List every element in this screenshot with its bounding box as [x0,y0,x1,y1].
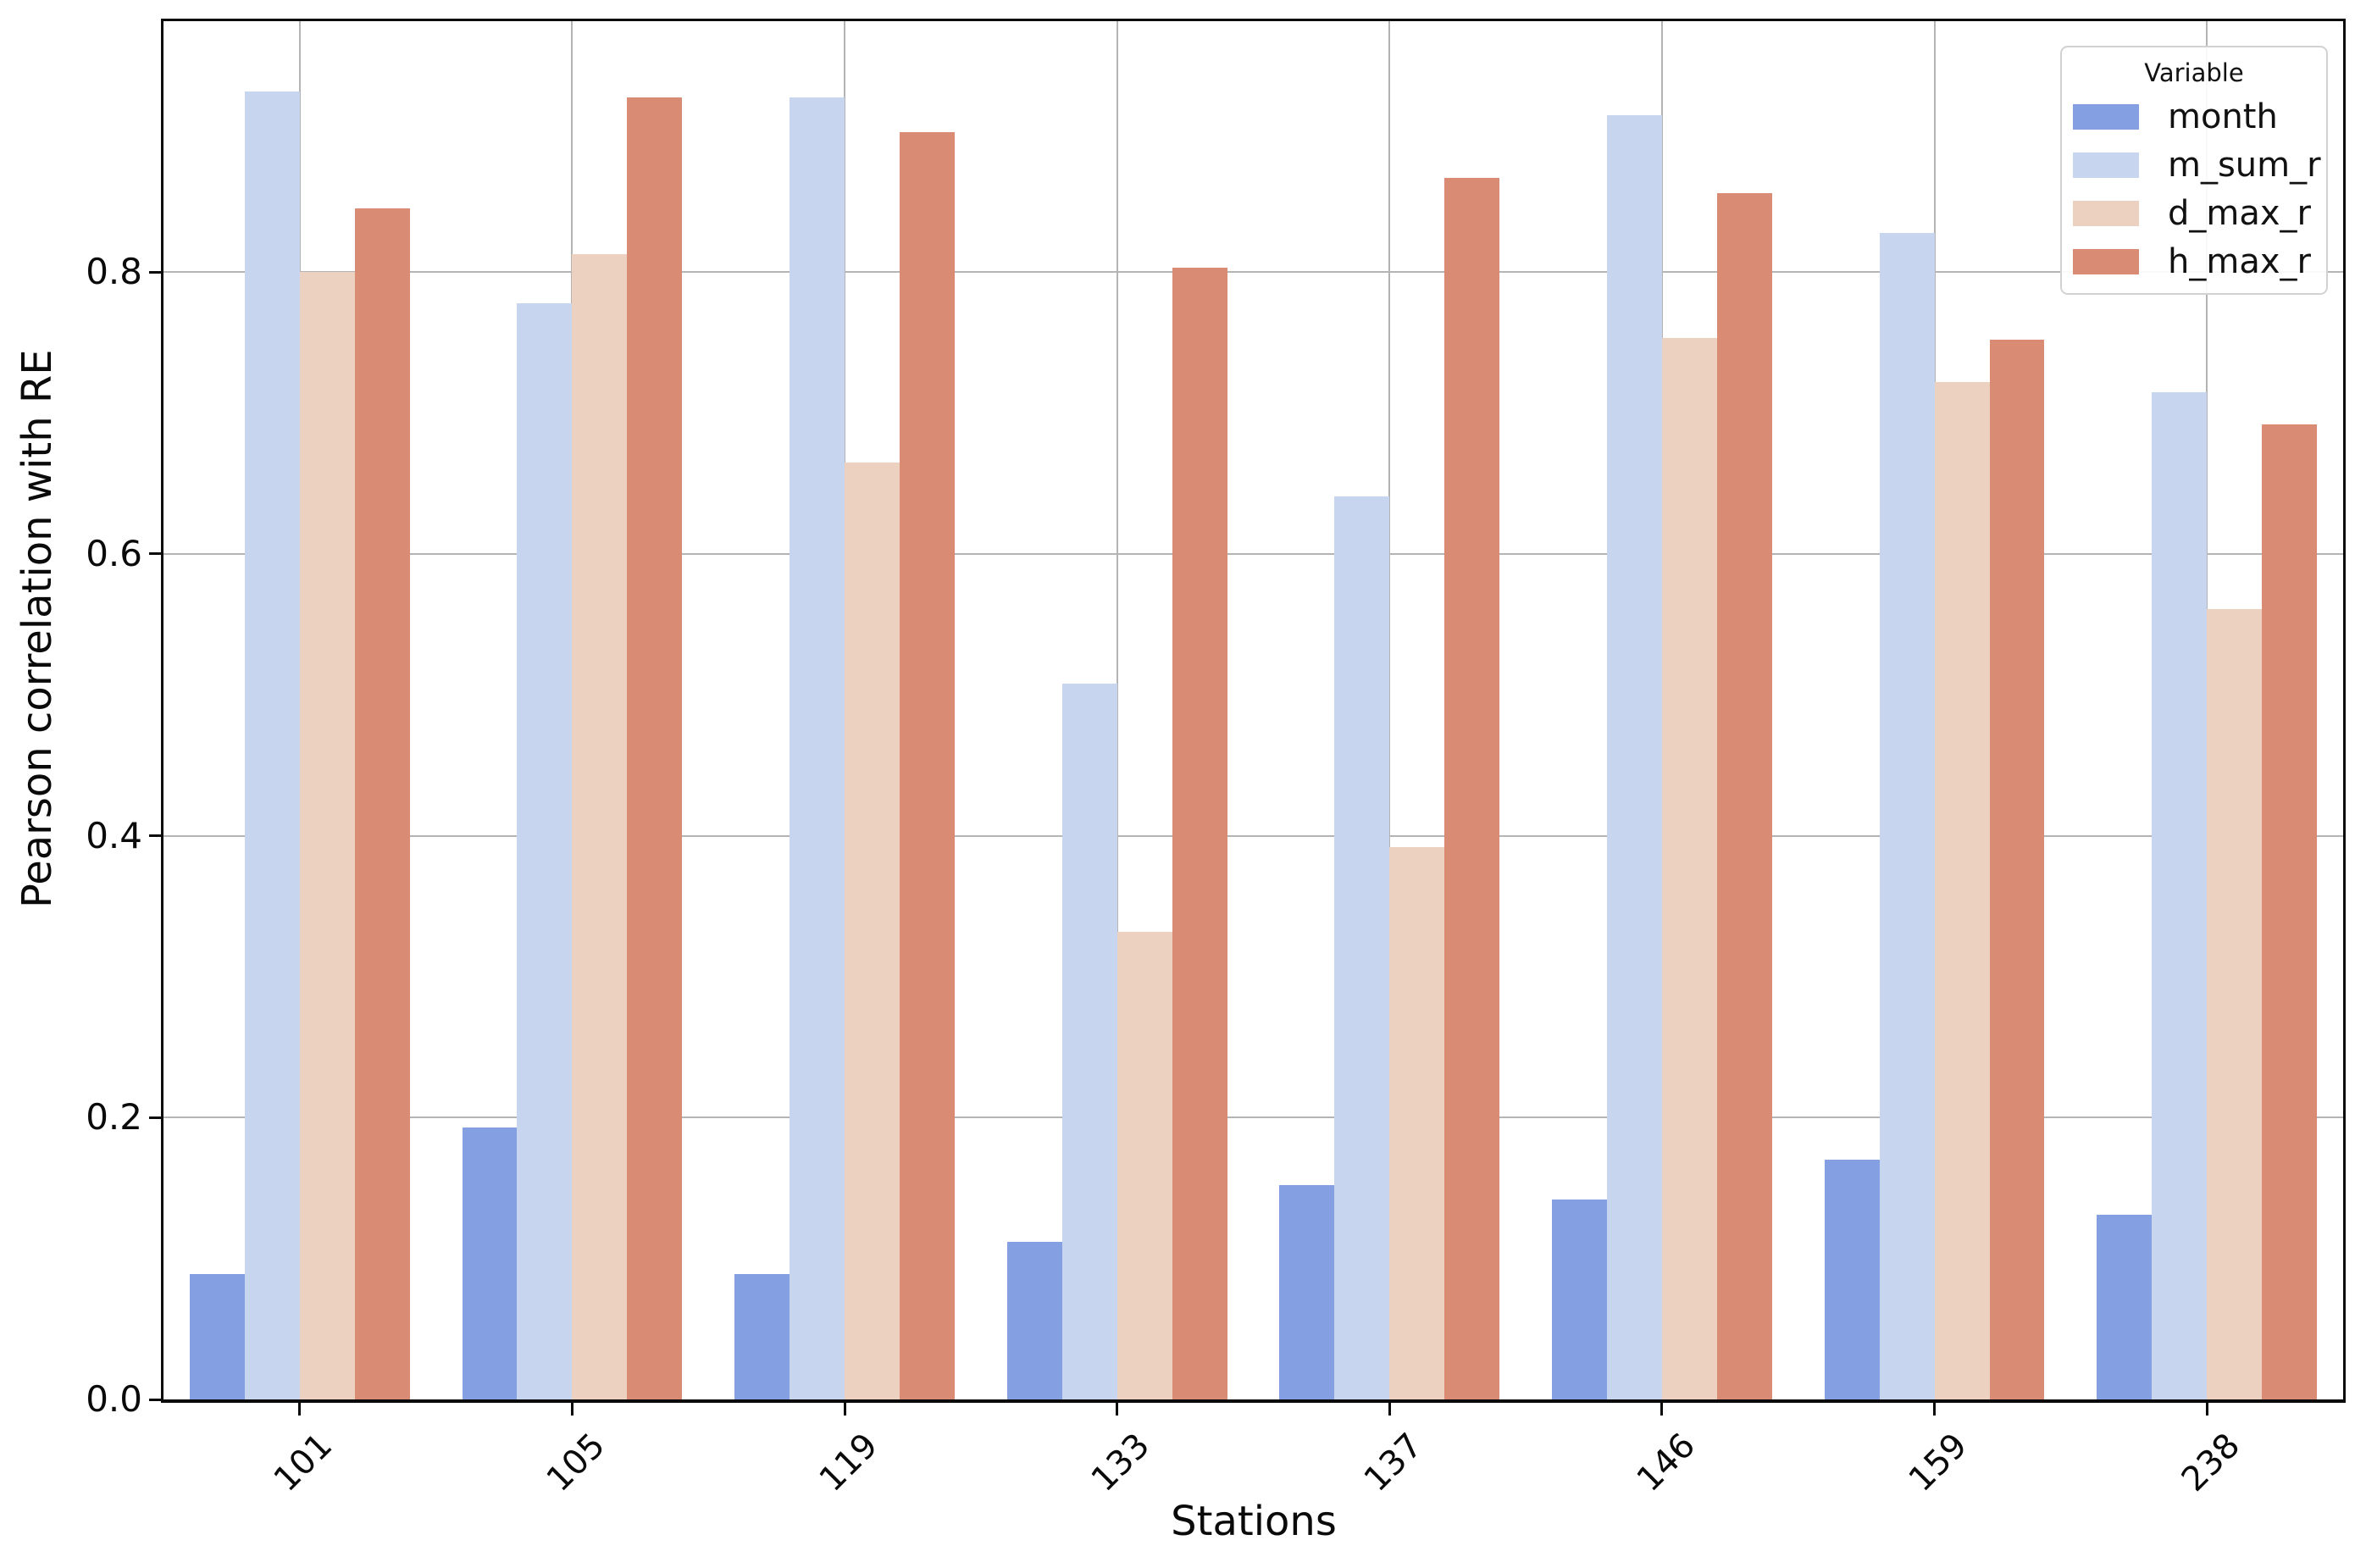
h-gridline-0.4 [163,834,2343,837]
bar-group-137 [1254,21,1527,1399]
y-tick-mark [149,1116,162,1119]
right-spine [2343,19,2346,1403]
y-tick-label: 0.2 [86,1096,142,1139]
x-axis-line [161,1399,2346,1403]
x-axis-label: Stations [1171,1498,1337,1545]
legend-swatch-h_max_r [2073,248,2139,274]
bar-d_max_r-146 [1661,338,1717,1399]
y-axis-label: Pearson correlation with RE [14,349,61,908]
h-gridline-0.8 [163,271,2343,274]
bar-m_sum_r-101 [244,91,300,1399]
plot-area [163,21,2343,1399]
bar-month-146 [1552,1199,1607,1399]
bar-group-133 [981,21,1254,1399]
y-tick-label: 0.0 [86,1378,142,1420]
y-tick-mark [149,834,162,838]
bar-month-238 [2097,1215,2153,1399]
legend: Variable month m_sum_r d_max_r h_max_r [2060,46,2328,295]
legend-label: h_max_r [2168,241,2311,281]
bar-m_sum_r-137 [1334,496,1390,1399]
bar-h_max_r-105 [627,97,683,1399]
x-tick-label-133: 133 [1083,1426,1158,1499]
x-tick-mark [570,1403,573,1416]
legend-item-d_max_r: d_max_r [2062,189,2326,237]
bar-m_sum_r-238 [2152,391,2208,1399]
legend-label: d_max_r [2168,193,2311,233]
bar-month-137 [1279,1185,1335,1399]
bar-month-133 [1006,1241,1062,1399]
y-tick-label: 0.4 [86,814,142,856]
y-tick-label: 0.8 [86,251,142,293]
legend-swatch-m_sum_r [2073,152,2139,178]
x-tick-mark [298,1403,302,1416]
bar-d_max_r-105 [572,253,628,1399]
legend-swatch-d_max_r [2073,200,2139,226]
y-tick-mark [149,552,162,556]
bar-h_max_r-146 [1716,192,1772,1399]
legend-item-month: month [2062,92,2326,141]
bar-d_max_r-137 [1389,846,1445,1399]
bar-m_sum_r-159 [1879,232,1935,1399]
x-tick-mark [1933,1403,1937,1416]
bar-group-101 [163,21,436,1399]
bar-d_max_r-238 [2207,608,2263,1399]
legend-title: Variable [2144,58,2244,87]
bar-group-119 [708,21,981,1399]
x-tick-mark [1116,1403,1119,1416]
x-tick-label-159: 159 [1901,1426,1975,1499]
bar-d_max_r-119 [845,462,900,1399]
v-gridline-133 [1116,21,1118,1399]
x-tick-label-146: 146 [1629,1426,1703,1499]
bar-m_sum_r-133 [1061,683,1117,1399]
bar-m_sum_r-146 [1606,115,1662,1399]
bar-month-119 [734,1273,790,1399]
bar-month-105 [462,1127,518,1399]
bar-h_max_r-159 [1989,339,2045,1399]
bar-m_sum_r-105 [517,302,573,1399]
x-tick-mark [1660,1403,1664,1416]
x-tick-label-101: 101 [267,1426,341,1499]
y-tick-mark [149,1398,162,1401]
x-tick-label-119: 119 [812,1426,885,1499]
bar-h_max_r-119 [900,132,955,1399]
left-spine [161,19,163,1403]
top-spine [161,19,2346,21]
y-tick-label: 0.6 [86,532,142,574]
legend-swatch-month [2073,103,2139,130]
bar-d_max_r-133 [1117,931,1172,1399]
bar-d_max_r-101 [299,272,355,1399]
bar-month-159 [1824,1160,1880,1399]
legend-item-h_max_r: h_max_r [2062,237,2326,285]
bar-group-159 [1798,21,2071,1399]
h-gridline-0.2 [163,1116,2343,1119]
x-tick-label-238: 238 [2174,1426,2248,1499]
bar-m_sum_r-119 [790,97,845,1399]
legend-label: month [2168,97,2278,136]
x-tick-mark [2205,1403,2208,1416]
bar-h_max_r-101 [354,208,410,1399]
bar-h_max_r-238 [2262,424,2318,1399]
legend-item-m_sum_r: m_sum_r [2062,141,2326,189]
x-tick-label-137: 137 [1356,1426,1431,1499]
legend-label: m_sum_r [2168,145,2321,185]
bar-group-146 [1526,21,1798,1399]
x-tick-mark [1388,1403,1391,1416]
h-gridline-0.6 [163,552,2343,555]
bar-h_max_r-133 [1172,268,1227,1399]
v-gridline-137 [1388,21,1391,1399]
bar-group-238 [2070,21,2343,1399]
y-tick-mark [149,270,162,274]
bar-h_max_r-137 [1444,177,1500,1399]
legend-items: month m_sum_r d_max_r h_max_r [2062,92,2326,285]
x-tick-label-105: 105 [539,1426,613,1499]
bar-group-105 [436,21,709,1399]
x-tick-mark [843,1403,846,1416]
bar-d_max_r-159 [1934,381,1990,1399]
bar-month-101 [189,1273,245,1399]
